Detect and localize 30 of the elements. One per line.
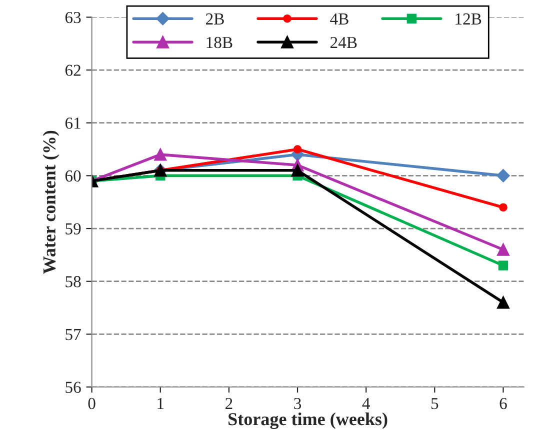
x-tick-label: 3 — [294, 398, 302, 410]
x-tick-label: 6 — [500, 398, 507, 410]
y-axis-title: Water content (%) — [42, 130, 60, 274]
y-tick-label: 62 — [65, 64, 80, 76]
point — [496, 169, 510, 182]
y-tick-label: 59 — [66, 223, 81, 234]
point — [496, 243, 510, 256]
point — [496, 296, 510, 309]
x-tick-label: 0 — [88, 398, 96, 410]
x-tick-label: 2 — [226, 398, 232, 409]
y-tick-label: 60 — [65, 170, 81, 182]
legend-label: 18B — [206, 36, 232, 48]
legend-label: 4B — [330, 13, 348, 24]
point — [154, 148, 167, 161]
point — [293, 145, 302, 154]
y-tick-label: 61 — [65, 118, 80, 129]
point — [291, 164, 304, 177]
x-tick-label: 1 — [158, 398, 164, 409]
y-tick-label: 57 — [66, 329, 81, 340]
y-tick-label: 58 — [66, 276, 81, 288]
x-tick-label: 4 — [362, 398, 370, 409]
y-tick-label: 56 — [66, 382, 81, 393]
x-tick-label: 5 — [431, 398, 438, 410]
point — [499, 203, 508, 212]
point — [498, 260, 508, 270]
legend-label: 24B — [330, 36, 357, 48]
legend-label: 12B — [456, 13, 482, 24]
x-axis-title: Storage time (weeks) — [228, 412, 388, 430]
legend-label: 2B — [206, 13, 224, 24]
y-tick-label: 63 — [65, 12, 81, 24]
